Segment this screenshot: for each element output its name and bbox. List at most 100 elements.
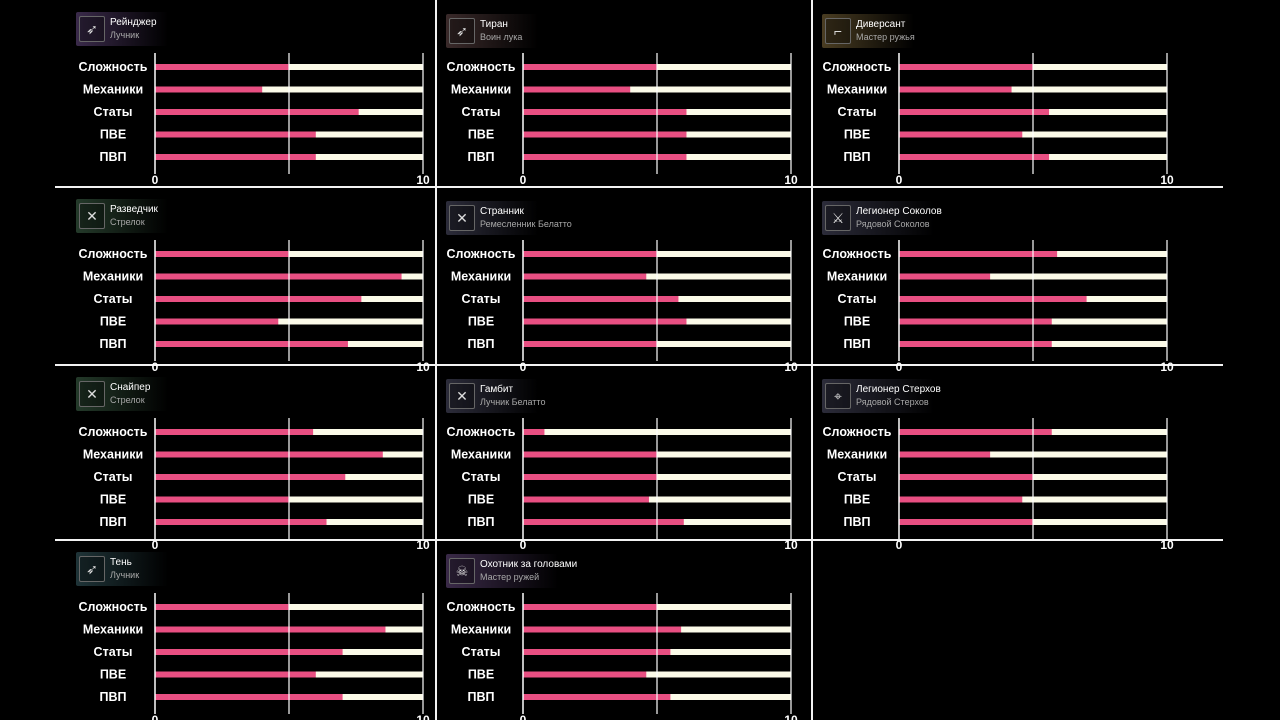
category-label: ПВП (100, 337, 127, 351)
rifle-icon: ⌐ (825, 18, 851, 44)
bar-chart: Сложность Механики Статы ПВЕ ПВП 0 10 (79, 418, 430, 552)
class-subtitle: Лучник (110, 570, 140, 580)
class-header: ✕ Снайпер Стрелок (76, 377, 168, 411)
class-subtitle: Мастер ружья (856, 32, 915, 42)
crossbow-icon: ✕ (79, 203, 105, 229)
category-label: ПВЕ (100, 315, 126, 329)
bar-value (155, 649, 343, 655)
category-label: Статы (838, 105, 877, 119)
category-label: ПВП (468, 690, 495, 704)
category-label: Статы (838, 292, 877, 306)
category-label: ПВП (100, 515, 127, 529)
bar-value (523, 296, 679, 302)
bar-value (155, 519, 327, 525)
bar-value (155, 296, 362, 302)
bar-value (155, 131, 316, 138)
category-label: ПВЕ (844, 315, 870, 329)
class-panel: Сложность Механики Статы ПВЕ ПВП 0 10 ➶ Тиран Вои… (437, 0, 812, 187)
x-tick-label: 10 (1160, 173, 1174, 187)
bar-value (155, 496, 289, 503)
sword-icon: ⚔ (825, 205, 851, 231)
class-header: ➶ Тень Лучник (76, 552, 168, 586)
category-label: Механики (827, 448, 887, 462)
bow-icon: ➶ (79, 16, 105, 42)
category-label: Сложность (79, 60, 148, 74)
category-label: ПВЕ (468, 128, 494, 142)
class-header: ➶ Тиран Воин лука (446, 14, 538, 48)
target-icon: ⌖ (825, 383, 851, 409)
bar-value (899, 519, 1033, 525)
class-title: Тень (110, 557, 132, 568)
bar-value (899, 474, 1033, 480)
bar-chart: Сложность Механики Статы ПВЕ ПВП 0 10 (79, 593, 430, 720)
class-title: Охотник за головами (480, 559, 578, 570)
x-tick-label: 10 (784, 538, 798, 552)
category-label: Статы (462, 645, 501, 659)
x-tick-label: 0 (520, 538, 527, 552)
x-tick-label: 0 (896, 538, 903, 552)
category-label: ПВП (100, 690, 127, 704)
category-label: Сложность (79, 247, 148, 261)
bar-value (899, 496, 1023, 503)
category-label: Механики (451, 270, 511, 284)
class-panel: Сложность Механики Статы ПВЕ ПВП 0 10 ➶ Тень Лучн… (0, 540, 435, 720)
panel-separator (55, 364, 1223, 366)
x-tick-label: 0 (152, 360, 159, 374)
category-label: ПВЕ (100, 493, 126, 507)
class-header: ✕ Странник Ремесленник Белатто (446, 201, 572, 235)
bar-chart: Сложность Механики Статы ПВЕ ПВП 0 10 (79, 240, 430, 374)
category-label: Механики (83, 448, 143, 462)
category-label: Механики (451, 83, 511, 97)
class-title: Диверсант (856, 19, 906, 30)
class-title: Гамбит (480, 384, 514, 395)
category-label: Статы (94, 105, 133, 119)
bar-chart: Сложность Механики Статы ПВЕ ПВП 0 10 (447, 418, 798, 552)
panel-separator (435, 0, 437, 720)
x-tick-label: 0 (896, 173, 903, 187)
class-panel: Сложность Механики Статы ПВЕ ПВП 0 10 ☠ Охотник … (437, 540, 812, 720)
category-label: Сложность (447, 60, 516, 74)
class-header: ✕ Гамбит Лучник Белатто (446, 379, 545, 413)
x-tick-label: 0 (152, 713, 159, 720)
bar-value (899, 131, 1023, 138)
bar-chart: Сложность Механики Статы ПВЕ ПВП 0 10 (447, 240, 798, 374)
category-label: ПВЕ (468, 315, 494, 329)
x-tick-label: 0 (520, 360, 527, 374)
bar-chart: Сложность Механики Статы ПВЕ ПВП 0 10 (823, 240, 1174, 374)
bar-value (523, 154, 687, 160)
x-tick-label: 0 (152, 538, 159, 552)
category-label: ПВП (844, 150, 871, 164)
bar-value (155, 626, 386, 633)
bar-value (899, 318, 1052, 325)
bar-value (155, 273, 402, 280)
category-label: Механики (83, 623, 143, 637)
category-label: Сложность (823, 60, 892, 74)
bar-chart: Сложность Механики Статы ПВЕ ПВП 0 10 (823, 53, 1174, 187)
bar-value (899, 251, 1058, 257)
class-panel: Сложность Механики Статы ПВЕ ПВП 0 10 ⌖ Легионер… (813, 365, 1223, 552)
bar-value (155, 109, 359, 115)
category-label: Статы (462, 105, 501, 119)
class-title: Разведчик (110, 204, 158, 215)
crossbow-icon: ✕ (449, 383, 475, 409)
bar-value (899, 109, 1050, 115)
category-label: Статы (462, 470, 501, 484)
class-title: Тиран (480, 19, 508, 30)
panel-separator (55, 186, 1223, 188)
bar-value (523, 341, 657, 347)
bar-value (523, 694, 671, 700)
category-label: ПВП (100, 150, 127, 164)
bow-icon: ➶ (79, 556, 105, 582)
bar-value (155, 251, 289, 257)
bar-value (523, 429, 545, 435)
category-label: Механики (83, 270, 143, 284)
x-tick-label: 0 (520, 173, 527, 187)
bar-value (523, 131, 687, 138)
class-title: Легионер Соколов (856, 206, 942, 217)
bar-chart: Сложность Механики Статы ПВЕ ПВП 0 10 (447, 53, 798, 187)
category-label: ПВП (844, 515, 871, 529)
category-label: ПВЕ (468, 668, 494, 682)
class-title: Рейнджер (110, 17, 157, 28)
class-header: ⌖ Легионер Стерхов Рядовой Стерхов (822, 379, 941, 413)
